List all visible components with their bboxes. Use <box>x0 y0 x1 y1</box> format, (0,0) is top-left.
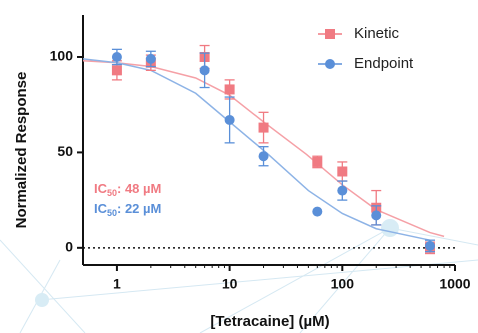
y-tick-label: 100 <box>50 48 74 64</box>
legend-marker <box>325 29 335 39</box>
point <box>111 51 122 62</box>
y-tick-label: 0 <box>65 239 73 255</box>
legend-marker <box>325 59 335 69</box>
fit-curve <box>82 58 431 241</box>
x-tick-label: 1 <box>113 276 121 292</box>
annotation: IC50: 48 µM <box>94 181 161 198</box>
x-tick-label: 1000 <box>439 276 470 292</box>
point <box>258 151 269 162</box>
point <box>258 122 269 133</box>
annotation-part: IC <box>94 201 108 216</box>
legend-label: Kinetic <box>354 25 400 42</box>
point <box>145 53 156 64</box>
annotation-part: 50 <box>107 208 117 218</box>
point <box>199 65 210 76</box>
point <box>424 240 435 251</box>
x-tick-label: 10 <box>222 276 238 292</box>
point <box>371 210 382 221</box>
annotation-part: : 22 µM <box>117 201 161 216</box>
y-axis-title: Normalized Response <box>13 72 30 229</box>
point <box>337 185 348 196</box>
annotation-part: : 48 µM <box>117 181 161 196</box>
point <box>224 84 235 95</box>
annotation-part: 50 <box>107 188 117 198</box>
point <box>111 65 122 76</box>
x-tick-label: 100 <box>331 276 355 292</box>
background-node <box>381 219 399 237</box>
point <box>337 166 348 177</box>
point <box>224 114 235 125</box>
point <box>312 156 323 167</box>
y-tick-label: 50 <box>57 143 73 159</box>
background-node <box>35 293 49 307</box>
x-axis-title: [Tetracaine] (µM) <box>210 313 329 330</box>
legend-label: Endpoint <box>354 55 414 72</box>
point <box>312 206 323 217</box>
annotation: IC50: 22 µM <box>94 201 161 218</box>
annotation-part: IC <box>94 181 108 196</box>
